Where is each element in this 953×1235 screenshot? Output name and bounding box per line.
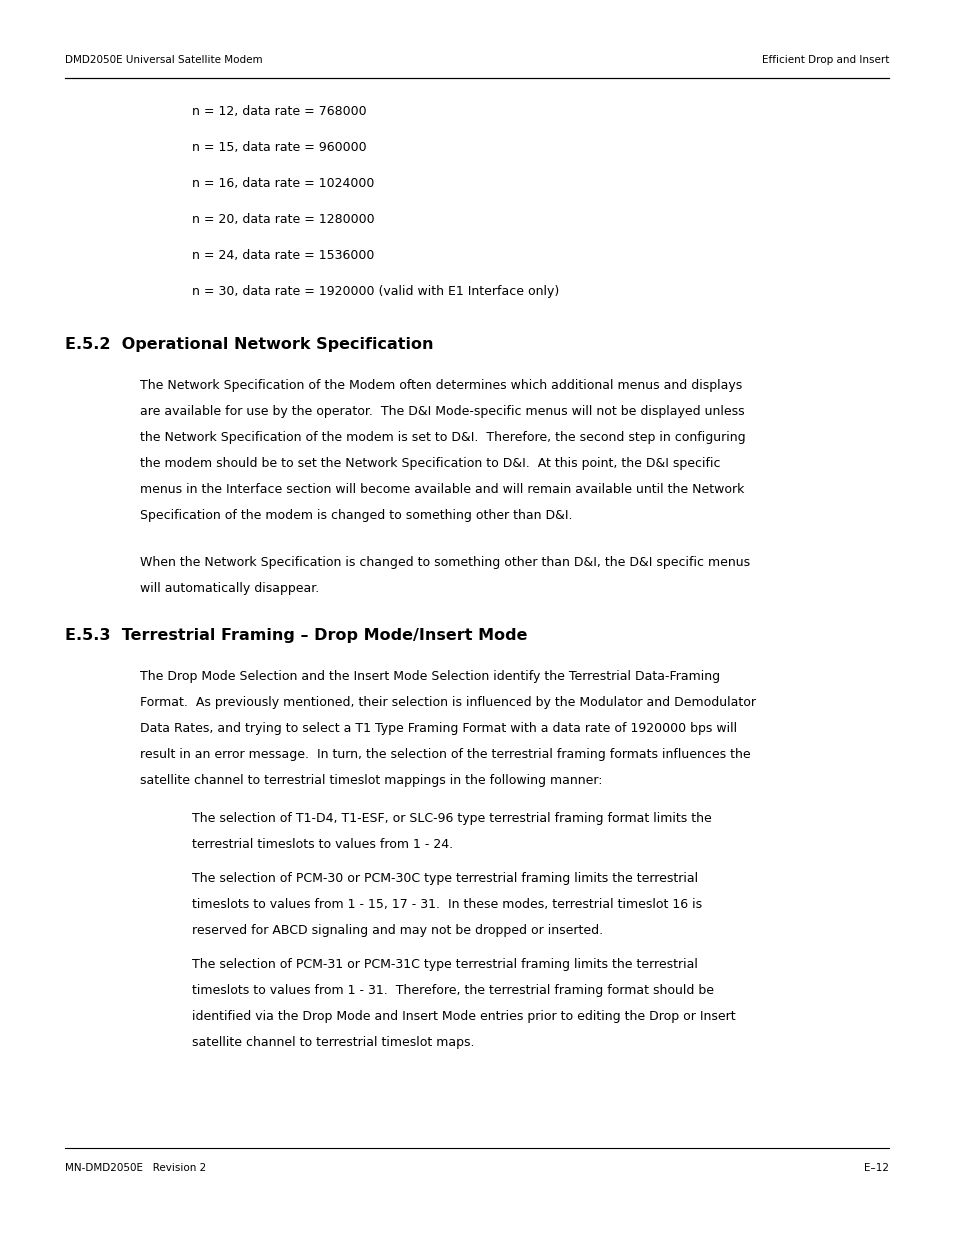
Text: Specification of the modem is changed to something other than D&I.: Specification of the modem is changed to… [140,509,572,522]
Text: Efficient Drop and Insert: Efficient Drop and Insert [760,56,888,65]
Text: Data Rates, and trying to select a T1 Type Framing Format with a data rate of 19: Data Rates, and trying to select a T1 Ty… [140,722,737,735]
Text: E–12: E–12 [863,1163,888,1173]
Text: timeslots to values from 1 - 31.  Therefore, the terrestrial framing format shou: timeslots to values from 1 - 31. Therefo… [192,984,713,997]
Text: Format.  As previously mentioned, their selection is influenced by the Modulator: Format. As previously mentioned, their s… [140,697,755,709]
Text: identified via the Drop Mode and Insert Mode entries prior to editing the Drop o: identified via the Drop Mode and Insert … [192,1010,735,1023]
Text: n = 12, data rate = 768000: n = 12, data rate = 768000 [192,105,366,119]
Text: satellite channel to terrestrial timeslot mappings in the following manner:: satellite channel to terrestrial timeslo… [140,774,602,787]
Text: The selection of T1-D4, T1-ESF, or SLC-96 type terrestrial framing format limits: The selection of T1-D4, T1-ESF, or SLC-9… [192,811,711,825]
Text: The selection of PCM-31 or PCM-31C type terrestrial framing limits the terrestri: The selection of PCM-31 or PCM-31C type … [192,958,698,971]
Text: n = 16, data rate = 1024000: n = 16, data rate = 1024000 [192,177,374,190]
Text: result in an error message.  In turn, the selection of the terrestrial framing f: result in an error message. In turn, the… [140,748,750,761]
Text: terrestrial timeslots to values from 1 - 24.: terrestrial timeslots to values from 1 -… [192,839,453,851]
Text: are available for use by the operator.  The D&I Mode-specific menus will not be : are available for use by the operator. T… [140,405,744,417]
Text: will automatically disappear.: will automatically disappear. [140,582,319,595]
Text: n = 15, data rate = 960000: n = 15, data rate = 960000 [192,141,366,154]
Text: The Drop Mode Selection and the Insert Mode Selection identify the Terrestrial D: The Drop Mode Selection and the Insert M… [140,671,720,683]
Text: E.5.3  Terrestrial Framing – Drop Mode/Insert Mode: E.5.3 Terrestrial Framing – Drop Mode/In… [65,629,527,643]
Text: E.5.2  Operational Network Specification: E.5.2 Operational Network Specification [65,337,433,352]
Text: When the Network Specification is changed to something other than D&I, the D&I s: When the Network Specification is change… [140,556,749,569]
Text: the modem should be to set the Network Specification to D&I.  At this point, the: the modem should be to set the Network S… [140,457,720,471]
Text: The Network Specification of the Modem often determines which additional menus a: The Network Specification of the Modem o… [140,379,741,391]
Text: DMD2050E Universal Satellite Modem: DMD2050E Universal Satellite Modem [65,56,262,65]
Text: n = 20, data rate = 1280000: n = 20, data rate = 1280000 [192,212,375,226]
Text: n = 30, data rate = 1920000 (valid with E1 Interface only): n = 30, data rate = 1920000 (valid with … [192,285,558,298]
Text: menus in the Interface section will become available and will remain available u: menus in the Interface section will beco… [140,483,743,496]
Text: reserved for ABCD signaling and may not be dropped or inserted.: reserved for ABCD signaling and may not … [192,924,602,937]
Text: satellite channel to terrestrial timeslot maps.: satellite channel to terrestrial timeslo… [192,1036,474,1049]
Text: MN-DMD2050E   Revision 2: MN-DMD2050E Revision 2 [65,1163,206,1173]
Text: The selection of PCM-30 or PCM-30C type terrestrial framing limits the terrestri: The selection of PCM-30 or PCM-30C type … [192,872,698,885]
Text: the Network Specification of the modem is set to D&I.  Therefore, the second ste: the Network Specification of the modem i… [140,431,745,445]
Text: timeslots to values from 1 - 15, 17 - 31.  In these modes, terrestrial timeslot : timeslots to values from 1 - 15, 17 - 31… [192,898,701,911]
Text: n = 24, data rate = 1536000: n = 24, data rate = 1536000 [192,249,374,262]
